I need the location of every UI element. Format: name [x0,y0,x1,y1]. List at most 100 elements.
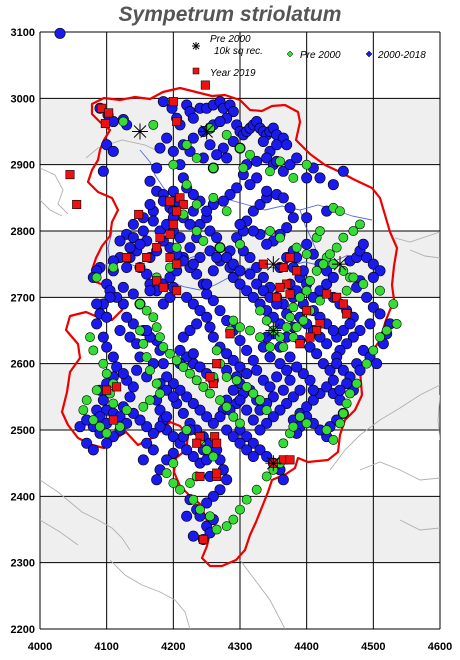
marker-2000-2018 [211,232,223,244]
marker-pre2000 [328,435,339,445]
y-tick-label: 2800 [11,226,35,238]
marker-2000-2018 [211,252,223,264]
marker-2000-2018 [281,397,293,409]
marker-pre2000 [241,381,252,392]
marker-2000-2018 [154,421,166,433]
marker-2000-2018 [281,364,293,376]
marker-year2019 [165,229,175,239]
marker-2000-2018 [101,311,113,323]
marker-pre2000 [235,504,245,515]
marker-2000-2018 [324,364,336,376]
legend-year2019-label: Year 2019 [210,68,256,79]
marker-pre2000 [185,368,195,379]
marker-pre2000 [195,504,205,515]
marker-year2019 [168,219,178,229]
legend-pre2000-marker [286,50,294,58]
marker-year2019 [212,468,222,478]
marker-pre2000-10k-square [265,455,282,472]
marker-2000-2018 [231,182,243,194]
marker-year2019 [152,276,162,286]
marker-year2019 [172,206,182,216]
marker-2000-2018 [144,175,156,187]
marker-2000-2018 [277,165,289,177]
marker-2000-2018 [187,132,199,144]
marker-2000-2018 [311,348,323,360]
marker-2000-2018 [227,135,239,147]
marker-2000-2018 [97,331,109,343]
marker-2000-2018 [114,324,126,336]
marker-2000-2018 [244,268,256,280]
marker-pre2000 [338,232,349,243]
marker-year2019 [295,339,305,349]
marker-pre2000 [341,398,352,409]
marker-pre2000 [145,395,155,406]
marker-2000-2018 [161,132,173,144]
marker-2000-2018 [201,497,213,509]
marker-year2019 [65,170,75,180]
marker-year2019 [322,289,332,299]
marker-pre2000 [148,312,159,323]
marker-pre2000 [231,375,242,386]
marker-pre2000 [295,411,305,422]
marker-year2019 [212,438,222,448]
legend-year2019-marker [192,67,200,75]
marker-2000-2018 [247,414,259,426]
marker-pre2000 [135,325,145,336]
marker-2000-2018 [167,378,179,390]
marker-pre2000 [175,484,185,495]
marker-2000-2018 [194,404,206,416]
marker-2000-2018 [251,364,263,376]
marker-pre2000-10k-square [265,256,282,273]
marker-pre2000 [278,342,289,352]
marker-2000-2018 [241,444,253,456]
marker-2000-2018 [214,484,226,496]
y-tick-label: 3000 [11,93,35,105]
marker-pre2000 [235,143,245,153]
marker-2000-2018 [214,116,226,128]
marker-year2019 [102,385,112,395]
marker-2000-2018 [127,381,139,393]
x-tick-label: 4600 [428,641,452,653]
marker-pre2000 [91,272,102,283]
marker-pre2000 [191,226,202,236]
marker-2000-2018 [361,252,373,264]
marker-pre2000 [221,401,232,412]
marker-year2019 [112,382,122,392]
marker-2000-2018 [281,222,293,234]
marker-pre2000 [228,514,239,525]
marker-2000-2018 [111,361,123,373]
marker-year2019 [302,306,312,316]
marker-2000-2018 [134,414,146,426]
map-title: Sympetrum striolatum [118,3,342,26]
marker-2000-2018 [304,374,316,386]
marker-pre2000 [321,425,332,435]
marker-2000-2018 [154,142,166,154]
marker-2000-2018 [317,358,329,370]
marker-2000-2018 [114,235,126,247]
marker-2000-2018 [257,135,269,147]
marker-year2019 [338,299,348,309]
marker-2000-2018 [177,407,189,419]
marker-pre2000 [265,342,275,352]
marker-year2019 [108,415,118,425]
marker-pre2000-10k-square [332,256,348,273]
marker-2000-2018 [247,225,259,237]
marker-2000-2018 [204,245,216,257]
marker-pre2000 [101,428,112,439]
marker-2000-2018 [147,444,159,456]
marker-2000-2018 [247,291,259,303]
marker-2000-2018 [277,192,289,204]
marker-2000-2018 [157,358,169,370]
marker-2000-2018 [374,308,386,320]
marker-2000-2018 [371,358,383,370]
marker-pre2000 [141,305,152,316]
marker-pre2000 [221,521,232,532]
marker-year2019 [285,253,295,263]
marker-pre2000 [261,405,272,415]
marker-2000-2018 [277,474,289,486]
marker-2000-2018 [264,351,276,363]
marker-year2019 [134,209,144,219]
marker-2000-2018 [354,364,366,376]
marker-2000-2018 [254,424,266,436]
x-tick-label: 4100 [94,641,118,653]
